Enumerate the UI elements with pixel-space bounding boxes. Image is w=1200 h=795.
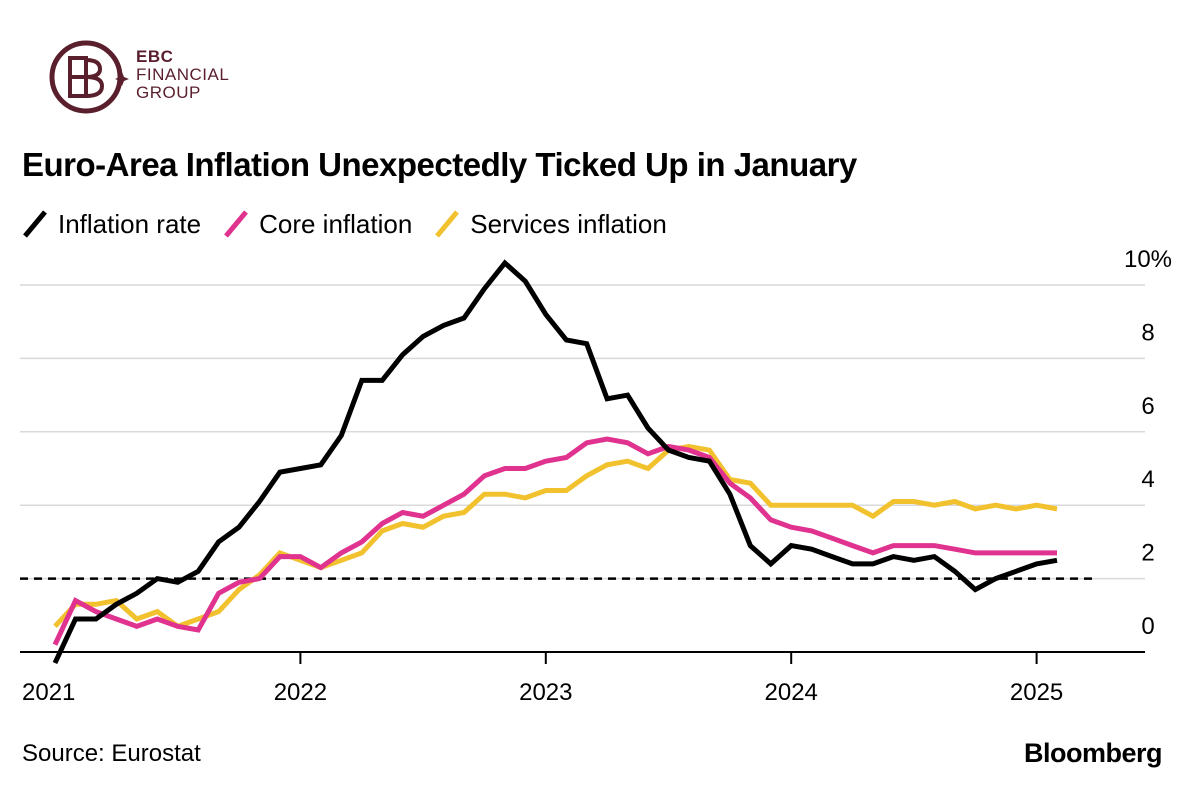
x-tick-labels: 2021 2022 2023 2024 2025 — [22, 679, 1063, 706]
legend-item-inflation-rate: Inflation rate — [22, 209, 201, 240]
x-tick-label: 2025 — [1010, 679, 1063, 706]
series-line-services-inflation — [53, 443, 1058, 630]
y-tick-label: 6 — [1141, 393, 1154, 420]
ebc-logo-text: EBC FINANCIAL GROUP — [136, 48, 229, 102]
x-tick-label: 2023 — [519, 679, 572, 706]
legend-label-core-inflation: Core inflation — [259, 208, 413, 239]
series-line-core-inflation — [52, 436, 1057, 646]
chart-title: Euro-Area Inflation Unexpectedly Ticked … — [22, 146, 857, 183]
legend-swatch-services-inflation — [435, 210, 460, 238]
x-tick-label: 2021 — [22, 679, 75, 706]
y-tick-label: 0 — [1141, 613, 1154, 640]
logo-line-1: EBC — [136, 47, 174, 66]
ebc-logo: EBC FINANCIAL GROUP — [48, 36, 238, 116]
y-tick-label: 2 — [1141, 540, 1154, 567]
legend-item-services-inflation: Services inflation — [434, 209, 667, 240]
legend-swatch-core-inflation — [224, 210, 249, 238]
x-axis — [20, 651, 1145, 664]
y-tick-label: 4 — [1141, 466, 1154, 493]
chart-legend: Inflation rate Core inflation Services i… — [22, 206, 689, 242]
logo-line-2: FINANCIAL — [136, 65, 230, 84]
legend-swatch-inflation-rate — [23, 210, 47, 238]
x-tick-label: 2024 — [765, 679, 818, 706]
y-tick-label: 8 — [1141, 319, 1154, 346]
legend-item-core-inflation: Core inflation — [223, 209, 412, 240]
bloomberg-wordmark: Bloomberg — [1023, 738, 1163, 768]
y-tick-labels: 10% 8 6 4 2 0 — [1124, 246, 1172, 640]
legend-label-inflation-rate: Inflation rate — [58, 208, 202, 239]
x-tick-label: 2022 — [274, 679, 327, 706]
logo-line-3: GROUP — [136, 83, 201, 102]
ebc-logo-icon — [49, 40, 129, 114]
series-lines — [52, 259, 1058, 665]
grid-lines — [20, 284, 1145, 580]
y-tick-label: 10% — [1124, 246, 1172, 273]
source-note: Source: Eurostat — [22, 740, 201, 767]
legend-label-services-inflation: Services inflation — [470, 208, 667, 239]
series-line-inflation-rate — [52, 259, 1058, 665]
